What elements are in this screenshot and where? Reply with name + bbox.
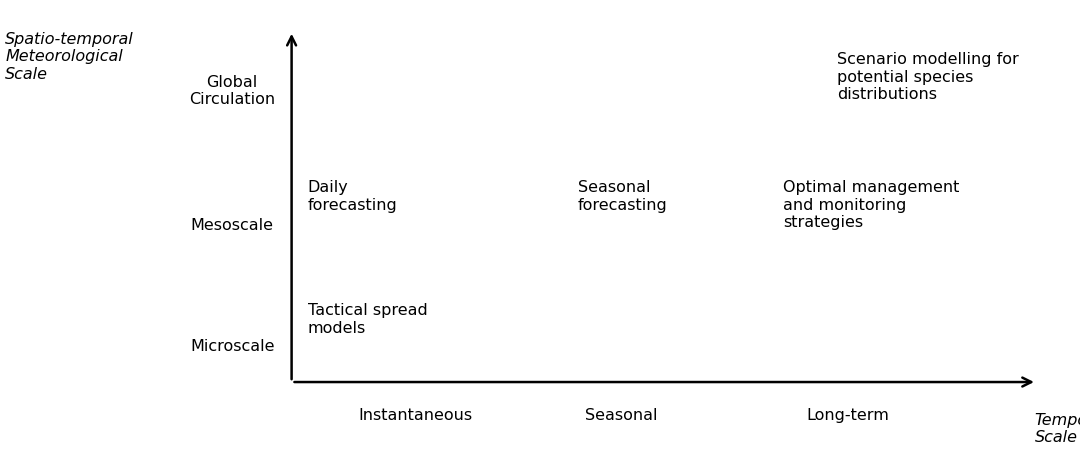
Text: Instantaneous: Instantaneous — [359, 407, 473, 422]
Text: Daily
forecasting: Daily forecasting — [308, 180, 397, 212]
Text: Long-term: Long-term — [807, 407, 889, 422]
Text: Scenario modelling for
potential species
distributions: Scenario modelling for potential species… — [837, 52, 1018, 102]
Text: Temporal
Scale: Temporal Scale — [1035, 412, 1080, 444]
Text: Seasonal: Seasonal — [584, 407, 658, 422]
Text: Tactical spread
models: Tactical spread models — [308, 303, 428, 335]
Text: Microscale: Microscale — [190, 339, 274, 353]
Text: Spatio-temporal
Meteorological
Scale: Spatio-temporal Meteorological Scale — [5, 32, 134, 81]
Text: Seasonal
forecasting: Seasonal forecasting — [578, 180, 667, 212]
Text: Global
Circulation: Global Circulation — [189, 75, 275, 107]
Text: Mesoscale: Mesoscale — [191, 218, 273, 233]
Text: Optimal management
and monitoring
strategies: Optimal management and monitoring strate… — [783, 180, 959, 229]
